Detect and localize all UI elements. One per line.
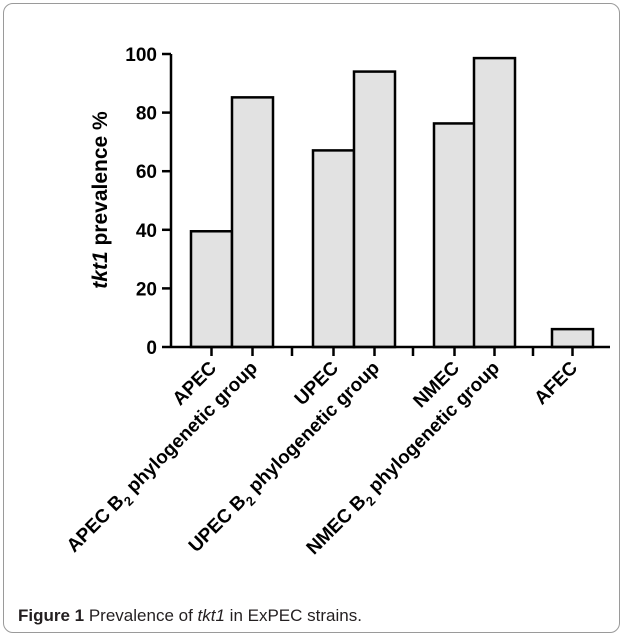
bar-7 — [550, 327, 595, 349]
bar-1 — [189, 230, 234, 349]
caption-label: Figure 1 — [18, 606, 85, 625]
bar-3 — [311, 149, 356, 349]
bar-4 — [352, 70, 397, 349]
y-tick-label: 40 — [136, 221, 157, 242]
x-tick-label: UPEC B2 phylogenetic group — [185, 358, 387, 560]
y-tick-label: 0 — [146, 338, 157, 359]
y-tick-label: 80 — [136, 104, 157, 125]
caption-text-2: in ExPEC strains. — [224, 606, 362, 625]
y-tick-label: 100 — [125, 45, 157, 66]
bar-5 — [432, 122, 477, 349]
y-tick-label: 20 — [136, 279, 157, 300]
caption-gene: tkt1 — [197, 606, 225, 625]
x-tick-label: AFEC — [531, 357, 583, 409]
x-tick-label: APEC B2 phylogenetic group — [63, 358, 265, 560]
y-axis-label: tkt1 prevalence % — [89, 111, 112, 289]
x-tick-label: NMEC B2 phylogenetic group — [303, 358, 507, 562]
y-tick-label: 60 — [136, 162, 157, 183]
figure-caption: Figure 1 Prevalence of tkt1 in ExPEC str… — [18, 606, 362, 626]
caption-text-1: Prevalence of — [84, 606, 198, 625]
bar-6 — [472, 56, 517, 349]
bar-2 — [230, 96, 275, 349]
figure-frame — [3, 3, 620, 633]
